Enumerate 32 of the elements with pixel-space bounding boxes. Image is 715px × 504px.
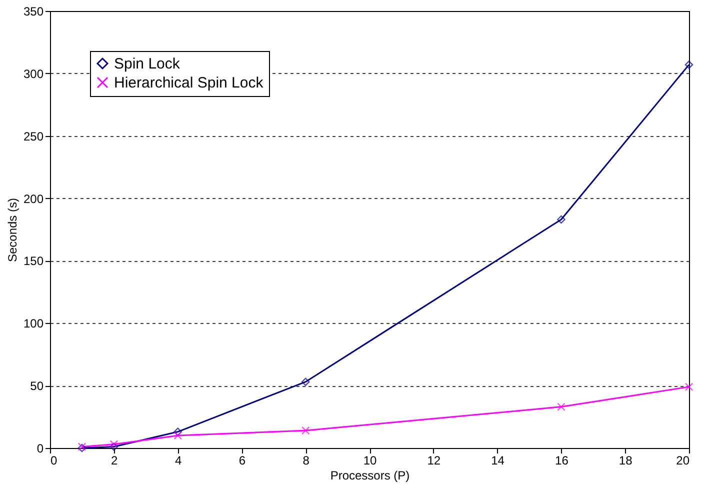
y-axis-title: Seconds (s) [5, 198, 20, 262]
x-tick-label: 6 [238, 454, 246, 468]
legend-label: Spin Lock [114, 56, 180, 72]
x-tick-label: 16 [555, 454, 569, 468]
point [174, 431, 182, 440]
x-tick-label: 18 [618, 454, 633, 468]
y-tick-label: 0 [36, 442, 44, 456]
x-tick-label: 4 [174, 454, 182, 468]
x-tick-label: 12 [427, 454, 441, 468]
x-tick-label: 14 [491, 454, 505, 468]
y-tick-label: 250 [23, 129, 44, 144]
point [557, 402, 566, 411]
x-tick-label: 0 [50, 454, 58, 468]
y-tick-label: 350 [23, 4, 44, 18]
point [301, 378, 310, 386]
point [301, 426, 310, 435]
point [684, 382, 694, 391]
x-tick-label: 10 [363, 454, 377, 468]
y-tick-label: 50 [30, 379, 44, 394]
x-tick-label: 20 [676, 454, 690, 468]
x-tick-label: 2 [111, 454, 118, 468]
x-tick-label: 8 [302, 454, 310, 468]
point [110, 440, 118, 448]
point [684, 60, 694, 69]
y-tick-label: 200 [23, 192, 44, 206]
legend-label: Hierarchical Spin Lock [114, 74, 264, 92]
point [110, 442, 118, 451]
y-tick-label: 300 [23, 66, 44, 81]
x-axis-title: Processors (P) [330, 468, 410, 482]
point [557, 215, 566, 224]
y-tick-label: 100 [23, 316, 44, 331]
y-tick-label: 150 [23, 254, 44, 268]
